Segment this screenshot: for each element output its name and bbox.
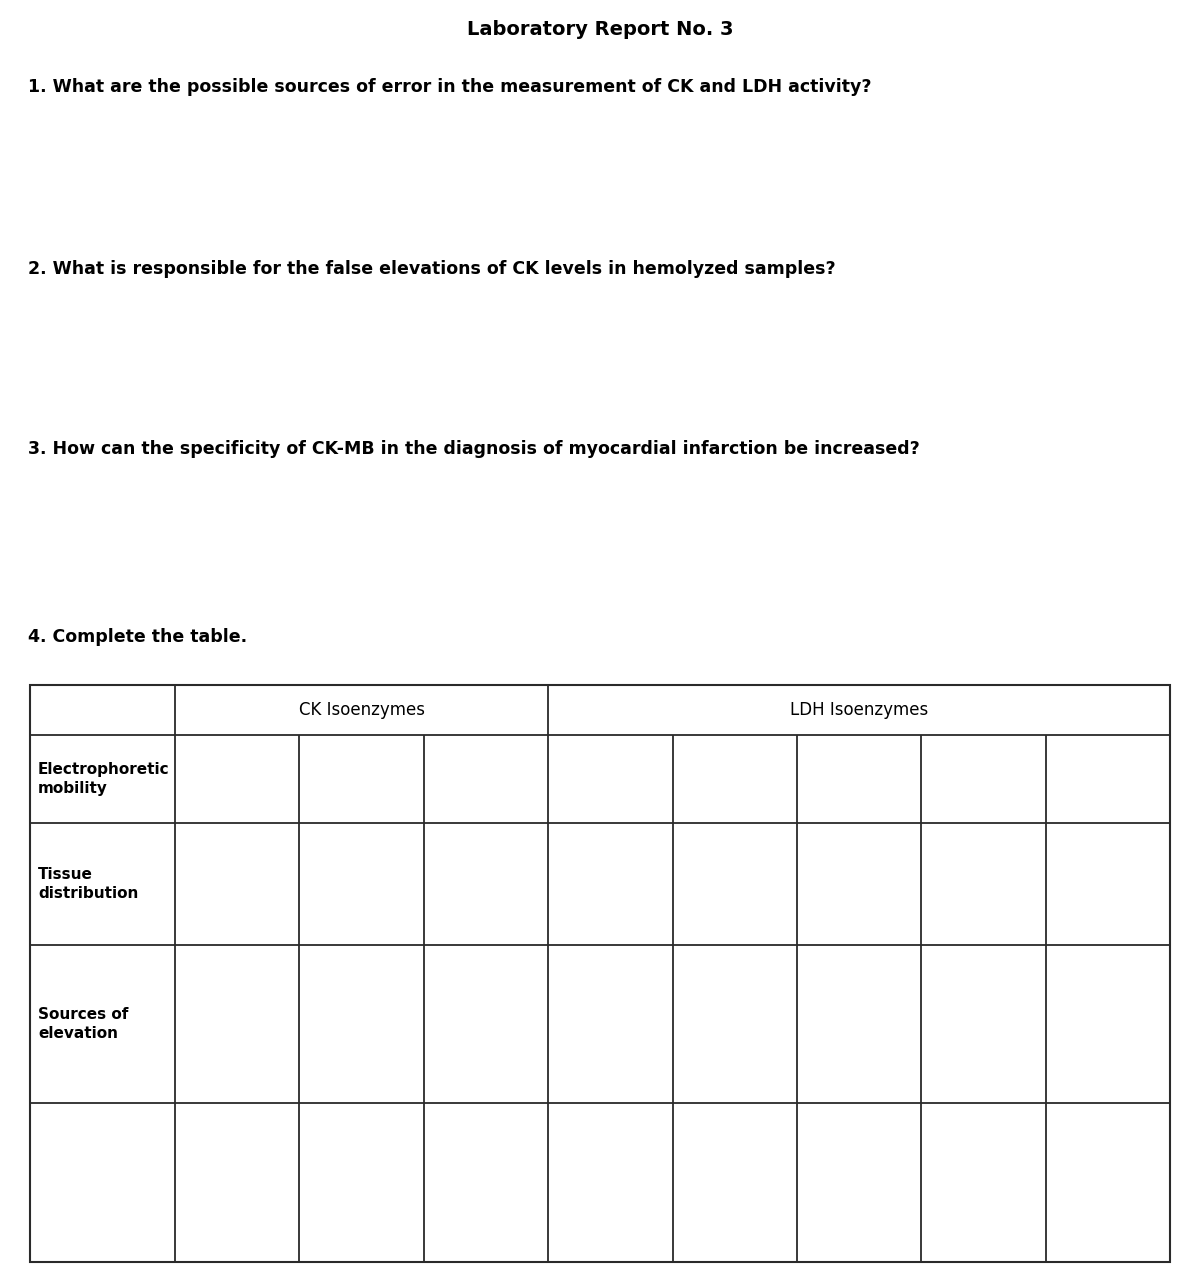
Text: Electrophoretic
mobility: Electrophoretic mobility (38, 763, 169, 796)
Text: Tissue
distribution: Tissue distribution (38, 867, 138, 901)
Text: 3. How can the specificity of CK-MB in the diagnosis of myocardial infarction be: 3. How can the specificity of CK-MB in t… (28, 440, 919, 458)
Text: Laboratory Report No. 3: Laboratory Report No. 3 (467, 20, 733, 39)
Text: 1. What are the possible sources of error in the measurement of CK and LDH activ: 1. What are the possible sources of erro… (28, 78, 871, 95)
Bar (30, 685, 1170, 1262)
Text: 4. Complete the table.: 4. Complete the table. (28, 628, 247, 645)
Text: 2. What is responsible for the false elevations of CK levels in hemolyzed sample: 2. What is responsible for the false ele… (28, 260, 835, 278)
Text: CK Isoenzymes: CK Isoenzymes (299, 701, 425, 719)
Text: LDH Isoenzymes: LDH Isoenzymes (790, 701, 928, 719)
Text: Sources of
elevation: Sources of elevation (38, 1007, 128, 1041)
